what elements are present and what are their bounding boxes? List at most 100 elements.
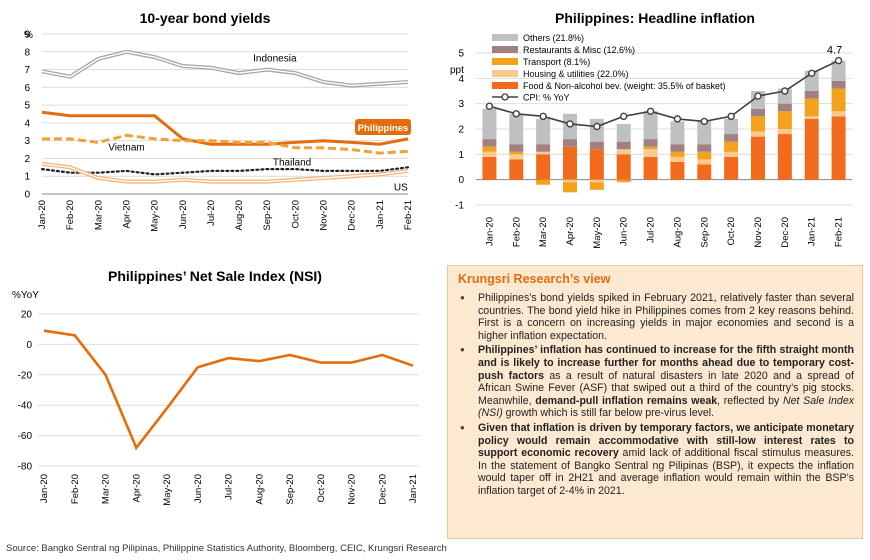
infl-bar-segment-0 [777,134,792,180]
bond-label-thailand: Thailand [273,158,311,169]
infl-bar-segment-3 [563,139,577,147]
view-bullets: Philippines’s bond yields spiked in Febr… [456,292,854,500]
infl-bar-segment-2 [751,116,765,132]
infl-bar-segment-0 [589,149,604,180]
bond-series-thailand-line [40,166,410,176]
bond-x-tick-label: Mar-20 [93,200,104,230]
nsi-x-tick-label: Jun-20 [193,474,204,503]
nsi-series-line [43,329,414,451]
infl-bar-segment-1 [804,116,819,119]
infl-bar-segment-1 [697,159,712,165]
infl-bar-segment-1 [831,111,846,117]
infl-bar-segment-0 [482,156,497,180]
nsi-x-tick-label: Aug-20 [254,474,265,505]
infl-bar-segment-2 [482,146,497,152]
infl-bar-segment-0 [670,161,685,180]
bond-series-indonesia-line-inner [41,51,409,87]
bullet-2-bold-2: demand-pull inflation remains weak [535,394,718,407]
infl-cpi-point [593,122,601,131]
infl-bar-segment-1 [643,149,658,157]
bond-label-us: US [394,182,408,193]
bond-x-tick-label: Oct-20 [290,200,301,229]
infl-bar-segment-1 [724,151,739,157]
infl-x-tick-label: Feb-20 [511,217,522,247]
nsi-y-tick-label: -20 [18,370,33,381]
infl-bar-segment-3 [616,141,631,150]
infl-bar-segment-2 [831,88,846,112]
nsi-y-tick-label: 20 [21,310,33,321]
infl-bar-segment-4 [724,118,739,135]
infl-bar-segment-4 [482,108,497,140]
infl-bar-segment-3 [536,144,551,152]
bond-x-tick-label: Jun-20 [178,200,189,229]
nsi-x-tick-label: Feb-20 [70,474,81,504]
bullet-3-bold: Given that inflation is driven by tempor… [478,421,854,460]
infl-x-tick-label: Jan-21 [807,217,818,246]
bond-x-tick-label: Aug-20 [234,200,245,231]
bond-x-tick-label: Dec-20 [347,200,358,231]
nsi-x-tick-label: May-20 [162,474,173,506]
infl-bar-segment-2 [643,146,658,150]
bond-y-axis-label: % [24,30,33,41]
nsi-x-tick-label: Sep-20 [285,474,296,505]
infl-bar-segment-4 [643,111,658,140]
infl-cpi-annotation: 4.7 [827,45,842,57]
infl-bar-segment-3 [509,144,524,152]
bond-x-tick-label: Sep-20 [262,200,273,231]
infl-legend-swatch [492,34,518,41]
bond-y-tick-label: 6 [24,83,30,94]
bullet-2-text-2: , reflected by [717,394,783,407]
infl-y-tick-label: 1 [458,150,464,161]
nsi-y-tick-label: -60 [18,431,33,442]
inflation-title: Philippines: Headline inflation [555,10,755,26]
infl-bar-segment-0 [751,136,765,180]
infl-bar-segment-2 [804,98,819,117]
infl-y-tick-label: 4 [458,74,464,85]
bond-x-tick-label: Feb-20 [65,200,76,230]
bond-x-tick-label: Nov-20 [319,200,330,231]
bullet-3-text: amid lack of additional fiscal stimulus … [478,447,854,497]
infl-cpi-point [673,115,682,123]
bond-x-tick-label: Jul-20 [206,200,217,226]
nsi-x-tick-label: Jan-21 [408,474,419,503]
bond-y-tick-label: 4 [24,118,30,129]
bond-y-tick-label: 0 [24,190,30,201]
infl-bar-segment-0 [804,118,819,180]
infl-bar-segment-3 [643,139,658,147]
infl-legend-swatch [492,82,518,89]
infl-cpi-point [646,107,655,115]
nsi-x-tick-label: Jul-20 [224,474,235,500]
infl-legend-cpi-marker [501,93,509,101]
infl-x-tick-label: Apr-20 [565,217,576,246]
inflation-chart: -1 0 1 2 3 4 5 ppt 4.7 Jan-20 Feb-20 Mar-20 Apr-20 Ma… [450,33,852,249]
infl-bar-segment-4 [697,121,712,145]
bond-yields-title: 10-year bond yields [139,10,271,26]
bond-y-tick-label: 3 [24,136,30,147]
nsi-title: Philippines’ Net Sale Index (NSI) [108,268,322,284]
infl-cpi-point [620,112,628,121]
infl-cpi-line [489,59,839,128]
infl-x-tick-label: May-20 [592,217,603,249]
infl-legend-label: Restaurants & Misc (12.6%) [523,45,635,55]
bond-series-us-line-inner [41,163,409,183]
infl-x-tick-label: Mar-20 [538,217,549,247]
nsi-chart: -80 -60 -40 -20 0 20 %YoY Jan-20 Feb-20 Mar-20 Apr… [12,290,419,506]
nsi-x-tick-label: Dec-20 [377,474,388,505]
infl-x-tick-label: Aug-20 [672,217,683,248]
infl-bar-segment-3 [482,139,497,147]
infl-bar-segment-2 [616,179,631,183]
infl-cpi-point [754,92,762,100]
bond-y-tick-label: 2 [24,154,30,165]
infl-legend-swatch [492,46,518,53]
infl-x-tick-label: Nov-20 [753,217,764,248]
infl-bar-segment-3 [589,141,604,150]
infl-x-tick-label: Jan-20 [484,217,495,246]
infl-y-tick-label: 0 [458,175,464,186]
infl-bar-segment-0 [563,146,577,180]
infl-y-axis-label: ppt [450,65,464,76]
infl-bar-segment-1 [670,156,685,162]
infl-cpi-point [727,112,735,121]
bond-label-philippines: Philippines [358,123,409,134]
infl-y-tick-label: 3 [458,99,464,110]
infl-bar-segment-1 [563,179,577,183]
